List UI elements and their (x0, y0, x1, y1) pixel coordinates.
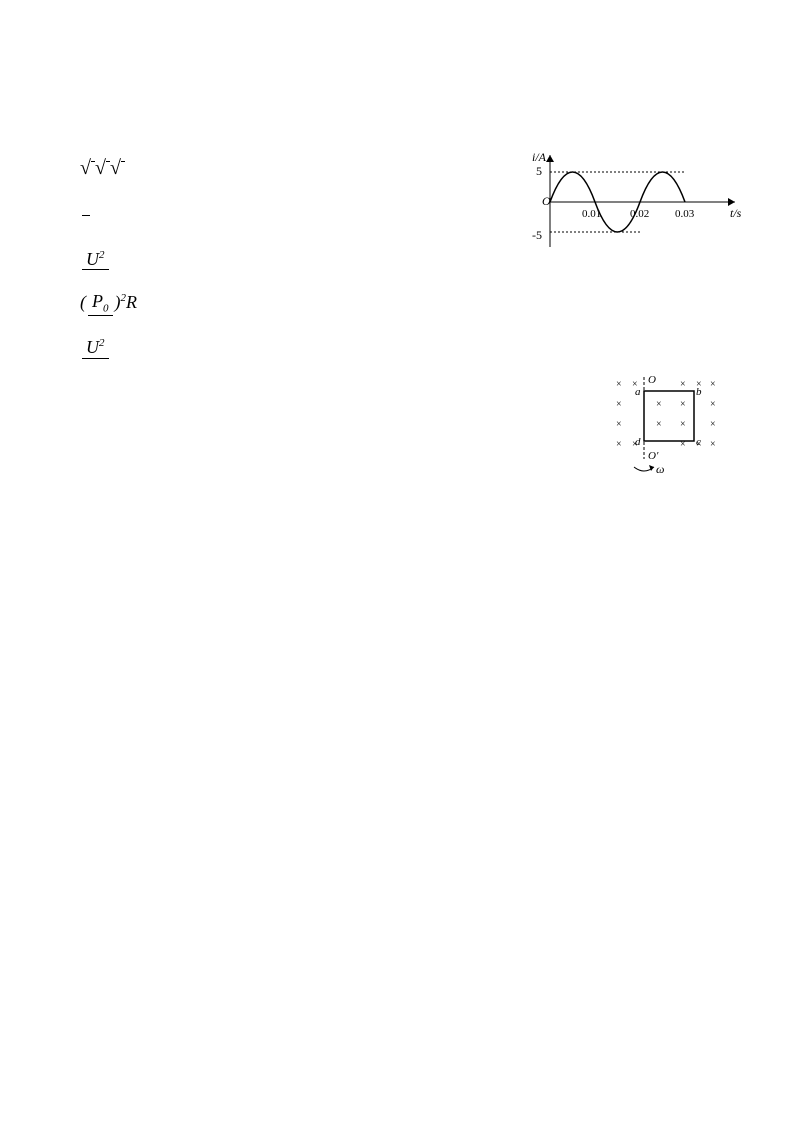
svg-text:×: × (710, 419, 716, 430)
label-c: c (696, 436, 701, 448)
q5-D: U2 (80, 329, 720, 363)
coil-diagram: ×× ××× ×× ×× ×× ×× ×× ××× O a b d c O′ (610, 373, 720, 478)
svg-text:×: × (710, 399, 716, 410)
label-b: b (696, 386, 702, 398)
sqrt-icon-1: √ (80, 149, 95, 187)
label-Oprime: O′ (648, 450, 659, 462)
svg-text:×: × (710, 379, 716, 390)
svg-text:×: × (616, 379, 622, 390)
q6-block: ×× ××× ×× ×× ×× ×× ×× ××× O a b d c O′ (80, 373, 720, 463)
ytick-bot: -5 (532, 228, 542, 242)
svg-text:×: × (656, 399, 662, 410)
svg-text:×: × (680, 379, 686, 390)
exam-page: i/A t/s O 5 -5 0.01 0.02 0.03 √√√ (0, 0, 800, 503)
ytick-top: 5 (536, 164, 542, 178)
q5-A-num (82, 215, 90, 216)
sine-chart: i/A t/s O 5 -5 0.01 0.02 0.03 (520, 147, 750, 257)
xtick-1: 0.01 (582, 208, 601, 220)
svg-text:×: × (710, 439, 716, 450)
label-d: d (635, 436, 641, 448)
x-axis-label: t/s (730, 206, 742, 220)
svg-text:×: × (656, 419, 662, 430)
svg-text:×: × (616, 399, 622, 410)
svg-text:×: × (616, 439, 622, 450)
xtick-3: 0.03 (675, 208, 695, 220)
svg-text:×: × (616, 419, 622, 430)
exam-info (80, 102, 720, 131)
svg-text:×: × (680, 399, 686, 410)
label-omega: ω (656, 462, 664, 476)
sqrt-icon-2: √ (95, 149, 110, 187)
y-axis-label: i/A (532, 150, 547, 164)
coil-rect (644, 391, 694, 441)
q5-D-num: U2 (82, 337, 109, 359)
svg-text:×: × (680, 419, 686, 430)
xtick-2: 0.02 (630, 208, 649, 220)
q5-C-num: P0 (88, 292, 113, 316)
label-a: a (635, 386, 641, 398)
sqrt-icon-3: √ (110, 149, 125, 187)
label-O: O (648, 374, 656, 386)
q5-B-num: U2 (82, 249, 109, 271)
q5-C: (P0)2R (80, 285, 720, 319)
